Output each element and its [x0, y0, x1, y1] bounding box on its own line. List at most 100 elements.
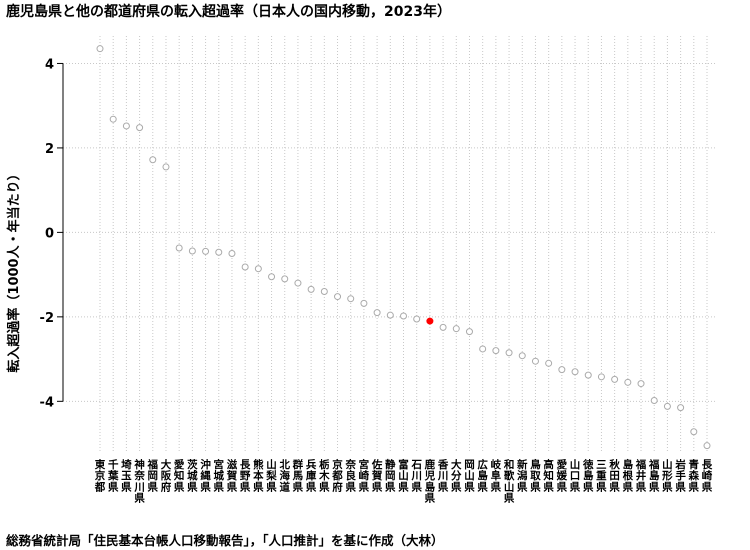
- data-point: [650, 396, 658, 404]
- x-tick-label: 京都府: [331, 458, 343, 493]
- x-tick-label: 滋賀県: [226, 458, 238, 493]
- x-tick-label: 岩手県: [674, 458, 686, 493]
- grid-lines: [63, 36, 715, 452]
- x-tick-label: 三重県: [596, 459, 607, 493]
- x-tick-label: 新潟県: [517, 458, 528, 493]
- x-tick-label: 宮城県: [214, 458, 225, 493]
- data-point: [386, 311, 394, 319]
- x-tick-label: 群馬県: [293, 458, 304, 493]
- data-point: [703, 442, 711, 450]
- data-point: [452, 325, 460, 333]
- data-point: [558, 366, 566, 374]
- data-point: [492, 347, 500, 355]
- data-point: [188, 247, 196, 255]
- data-point: [334, 293, 342, 301]
- data-point: [228, 250, 236, 258]
- data-point: [307, 285, 315, 293]
- x-tick-label: 奈良県: [344, 458, 356, 493]
- x-tick-label: 山口県: [570, 458, 581, 493]
- data-point: [268, 273, 276, 281]
- x-tick-label: 福岡県: [147, 458, 159, 493]
- x-tick-label: 鹿児島県: [424, 458, 436, 505]
- data-point: [109, 115, 117, 123]
- y-axis-label: 転入超過率（1000人・年当たり）: [6, 167, 22, 372]
- data-point: [400, 312, 407, 320]
- x-tick-label: 宮崎県: [359, 458, 370, 493]
- x-tick-label: 埼玉県: [121, 458, 132, 493]
- x-tick-label: 兵庫県: [306, 458, 317, 493]
- data-point: [294, 279, 302, 287]
- y-tick-label: 4: [45, 57, 54, 72]
- x-tick-label: 大阪府: [161, 458, 172, 493]
- data-point: [360, 299, 368, 307]
- y-tick-label: 2: [45, 142, 54, 157]
- x-tick-label: 青森県: [688, 458, 700, 493]
- x-tick-label: 島根県: [623, 458, 634, 493]
- x-tick-label: 佐賀県: [371, 458, 383, 493]
- data-point: [518, 352, 526, 360]
- data-point: [136, 124, 144, 132]
- data-point: [611, 375, 619, 383]
- data-point: [202, 247, 210, 255]
- data-point: [545, 359, 553, 367]
- x-tick-label: 長野県: [240, 459, 251, 493]
- y-tick-label: -4: [40, 395, 54, 410]
- x-tick-label: 香川県: [437, 458, 449, 493]
- data-point: [597, 373, 605, 381]
- source-caption: 総務省統計局「住民基本台帳人口移動報告」，「人口推計」を基に作成（大林）: [6, 533, 444, 548]
- highlight-point: [426, 317, 434, 325]
- data-point: [505, 349, 513, 357]
- data-point: [281, 275, 289, 283]
- x-tick-label: 大分県: [451, 458, 462, 493]
- x-tick-label: 徳島県: [582, 458, 594, 493]
- data-point: [215, 248, 223, 256]
- data-point: [175, 244, 183, 252]
- x-tick-label: 神奈川県: [133, 458, 145, 505]
- data-point: [413, 315, 421, 323]
- x-tick-label: 鳥取県: [530, 458, 541, 493]
- x-tick-label: 沖縄県: [200, 458, 211, 493]
- data-point: [571, 368, 579, 376]
- data-point: [465, 328, 473, 336]
- x-tick-label: 高知県: [543, 458, 554, 493]
- x-tick-label: 和歌山県: [503, 458, 515, 505]
- data-point: [254, 265, 262, 273]
- x-tick-label: 富山県: [398, 458, 409, 493]
- x-tick-label: 栃木県: [318, 458, 330, 493]
- data-point: [624, 378, 632, 386]
- x-tick-label: 千葉県: [107, 458, 119, 493]
- data-point: [96, 45, 104, 53]
- data-point: [531, 357, 539, 365]
- x-tick-labels: 東京都千葉県埼玉県神奈川県福岡県大阪府愛知県茨城県沖縄県宮城県滋賀県長野県熊本県…: [94, 458, 713, 505]
- data-point: [479, 345, 487, 353]
- data-point: [122, 122, 130, 130]
- x-tick-label: 福島県: [648, 458, 660, 493]
- x-tick-label: 福井県: [635, 458, 647, 493]
- x-tick-label: 山形県: [662, 458, 673, 493]
- x-tick-label: 静岡県: [385, 458, 396, 493]
- x-tick-label: 愛知県: [174, 458, 185, 493]
- x-tick-label: 秋田県: [609, 458, 620, 493]
- data-point: [149, 156, 157, 164]
- x-tick-label: 石川県: [410, 459, 422, 493]
- x-tick-label: 茨城県: [187, 458, 198, 493]
- y-tick-label: 0: [45, 226, 54, 241]
- data-point: [347, 295, 355, 303]
- data-points: [96, 45, 711, 450]
- data-point: [663, 402, 671, 410]
- data-point: [690, 428, 698, 436]
- x-tick-label: 岡山県: [464, 459, 475, 493]
- data-point: [162, 163, 170, 171]
- data-point: [637, 380, 645, 388]
- x-tick-label: 広島県: [477, 458, 488, 493]
- data-point: [584, 371, 592, 379]
- y-tick-label: -2: [40, 311, 54, 326]
- data-point: [439, 323, 447, 331]
- data-point: [373, 309, 381, 317]
- x-tick-label: 熊本県: [253, 458, 264, 493]
- y-axis: -4 -2 0 2 4: [40, 57, 64, 410]
- data-point: [241, 263, 249, 271]
- data-point: [320, 288, 328, 296]
